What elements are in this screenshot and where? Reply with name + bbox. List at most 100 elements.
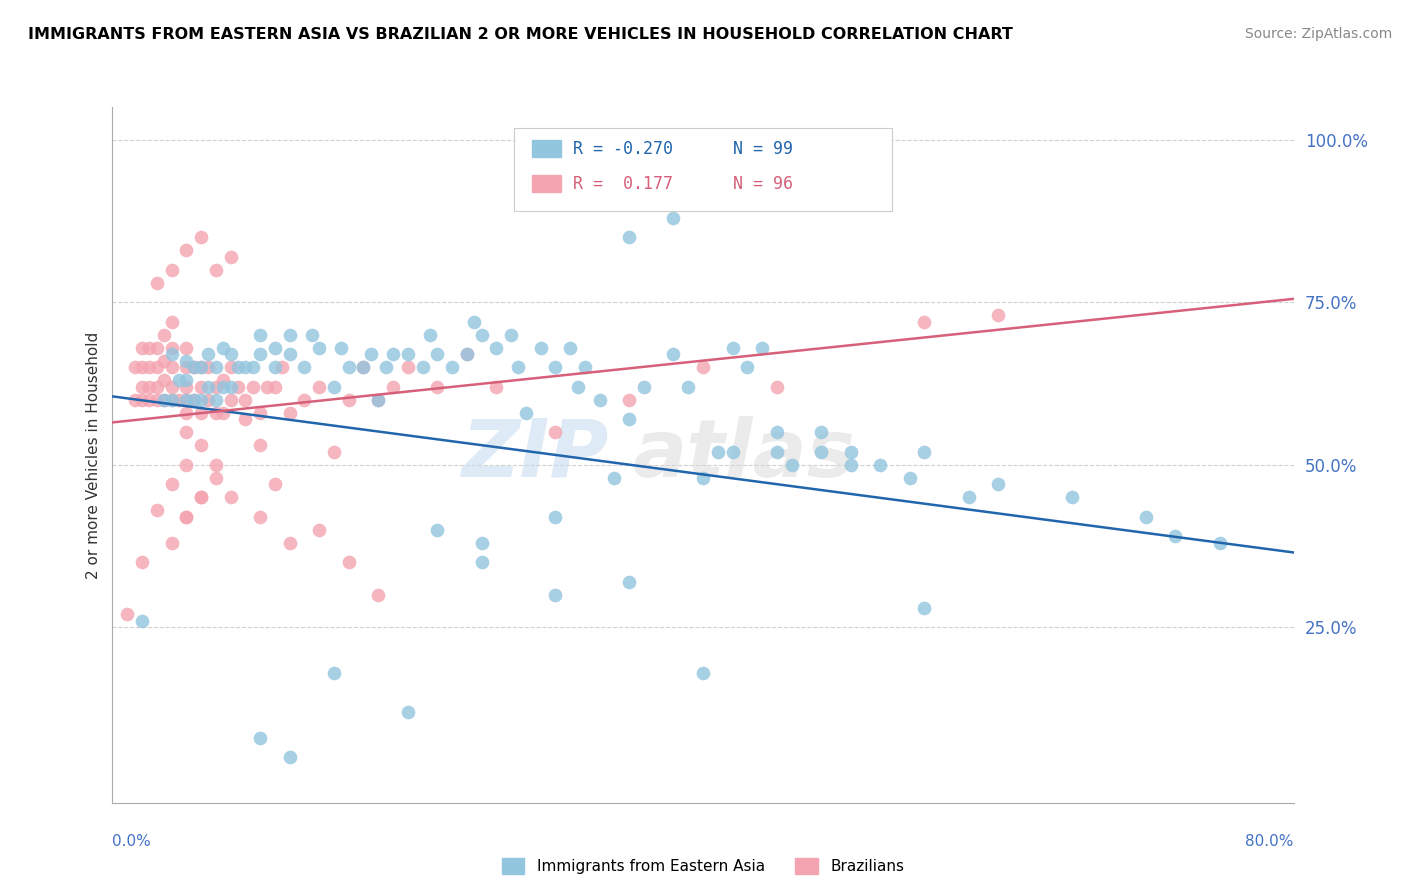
Point bbox=[174, 341, 197, 355]
Point bbox=[153, 392, 176, 407]
Point bbox=[706, 444, 728, 458]
Point bbox=[898, 471, 921, 485]
Point bbox=[242, 360, 264, 375]
Point bbox=[138, 360, 160, 375]
Point bbox=[914, 315, 936, 329]
Point bbox=[153, 353, 176, 368]
Point bbox=[146, 503, 169, 517]
Point bbox=[352, 360, 374, 375]
Point bbox=[603, 471, 626, 485]
Point bbox=[205, 360, 228, 375]
Point bbox=[692, 360, 714, 375]
Point bbox=[426, 347, 449, 361]
Text: ZIP: ZIP bbox=[461, 416, 609, 494]
Point bbox=[249, 406, 271, 420]
Point bbox=[869, 458, 891, 472]
Point bbox=[117, 607, 138, 622]
Point bbox=[212, 406, 235, 420]
Bar bbox=[531, 175, 561, 193]
Point bbox=[292, 392, 315, 407]
Point bbox=[197, 360, 219, 375]
Point bbox=[839, 444, 862, 458]
Point bbox=[323, 444, 346, 458]
Point bbox=[226, 360, 249, 375]
Point bbox=[138, 379, 160, 393]
Text: 0.0%: 0.0% bbox=[112, 834, 152, 849]
Point bbox=[544, 360, 567, 375]
Point bbox=[501, 327, 523, 342]
Point bbox=[174, 360, 197, 375]
Point bbox=[242, 379, 264, 393]
Point bbox=[470, 327, 494, 342]
Point bbox=[190, 490, 212, 504]
Point bbox=[124, 392, 146, 407]
Point bbox=[219, 250, 242, 264]
Point bbox=[619, 574, 641, 589]
Point bbox=[138, 341, 160, 355]
Point bbox=[374, 360, 396, 375]
Point bbox=[183, 360, 205, 375]
Point bbox=[544, 509, 567, 524]
Point bbox=[183, 360, 205, 375]
Point bbox=[146, 341, 169, 355]
Point bbox=[174, 406, 197, 420]
Point bbox=[160, 392, 183, 407]
Point bbox=[271, 360, 294, 375]
Point bbox=[205, 392, 228, 407]
Point bbox=[160, 262, 183, 277]
Text: IMMIGRANTS FROM EASTERN ASIA VS BRAZILIAN 2 OR MORE VEHICLES IN HOUSEHOLD CORREL: IMMIGRANTS FROM EASTERN ASIA VS BRAZILIA… bbox=[28, 27, 1012, 42]
Point bbox=[360, 347, 382, 361]
FancyBboxPatch shape bbox=[515, 128, 891, 211]
Point bbox=[190, 379, 212, 393]
Point bbox=[292, 360, 315, 375]
Point bbox=[160, 379, 183, 393]
Point bbox=[174, 458, 197, 472]
Point bbox=[174, 373, 197, 387]
Point bbox=[212, 379, 235, 393]
Point bbox=[146, 360, 169, 375]
Point bbox=[131, 614, 153, 628]
Point bbox=[249, 509, 271, 524]
Text: Source: ZipAtlas.com: Source: ZipAtlas.com bbox=[1244, 27, 1392, 41]
Point bbox=[544, 425, 567, 439]
Point bbox=[131, 555, 153, 569]
Point bbox=[219, 379, 242, 393]
Point bbox=[766, 425, 789, 439]
Point bbox=[308, 341, 330, 355]
Point bbox=[619, 412, 641, 426]
Point bbox=[249, 347, 271, 361]
Point bbox=[751, 341, 773, 355]
Point bbox=[456, 347, 478, 361]
Text: atlas: atlas bbox=[633, 416, 855, 494]
Point bbox=[426, 379, 449, 393]
Point bbox=[249, 438, 271, 452]
Point bbox=[174, 379, 197, 393]
Point bbox=[205, 262, 228, 277]
Point bbox=[678, 379, 700, 393]
Point bbox=[197, 347, 219, 361]
Point bbox=[337, 360, 360, 375]
Point bbox=[219, 347, 242, 361]
Point bbox=[160, 392, 183, 407]
Point bbox=[174, 509, 197, 524]
Point bbox=[205, 379, 228, 393]
Point bbox=[485, 341, 508, 355]
Point bbox=[1062, 490, 1084, 504]
Y-axis label: 2 or more Vehicles in Household: 2 or more Vehicles in Household bbox=[86, 331, 101, 579]
Point bbox=[662, 347, 685, 361]
Point bbox=[264, 477, 287, 491]
Point bbox=[810, 425, 832, 439]
Legend: Immigrants from Eastern Asia, Brazilians: Immigrants from Eastern Asia, Brazilians bbox=[495, 852, 911, 880]
Point bbox=[219, 392, 242, 407]
Point bbox=[470, 535, 494, 549]
Point bbox=[914, 600, 936, 615]
Point bbox=[619, 392, 641, 407]
Point bbox=[515, 406, 537, 420]
Point bbox=[160, 341, 183, 355]
Point bbox=[278, 535, 301, 549]
Point bbox=[367, 588, 389, 602]
Point bbox=[153, 392, 176, 407]
Point bbox=[160, 535, 183, 549]
Point bbox=[167, 392, 190, 407]
Point bbox=[160, 347, 183, 361]
